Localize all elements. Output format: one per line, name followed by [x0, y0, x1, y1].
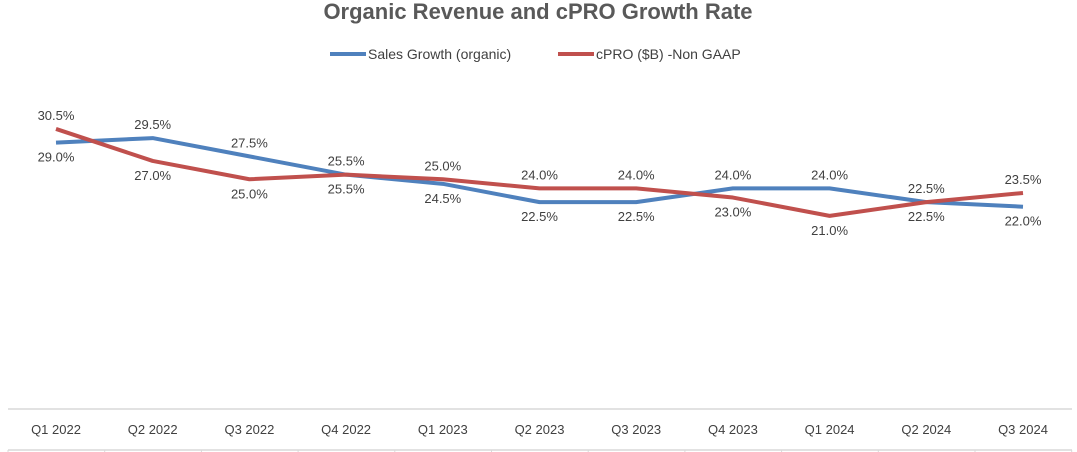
x-tick-label: Q3 2022	[224, 422, 274, 437]
x-tick-label: Q1 2024	[805, 422, 855, 437]
x-tick-label: Q3 2023	[611, 422, 661, 437]
data-label: 24.0%	[618, 167, 655, 182]
x-tick-label: Q3 2024	[998, 422, 1048, 437]
data-label: 23.0%	[714, 205, 751, 220]
chart-title: Organic Revenue and cPRO Growth Rate	[323, 0, 752, 24]
data-label: 22.5%	[908, 209, 945, 224]
data-label: 22.5%	[618, 209, 655, 224]
data-label: 29.0%	[38, 150, 75, 165]
x-tick-label: Q2 2024	[901, 422, 951, 437]
x-tick-label: Q2 2023	[515, 422, 565, 437]
data-label: 27.0%	[134, 168, 171, 183]
data-label: 30.5%	[38, 108, 75, 123]
data-label: 29.5%	[134, 117, 171, 132]
x-tick-label: Q4 2023	[708, 422, 758, 437]
legend-label-1: cPRO ($B) -Non GAAP	[596, 46, 741, 62]
data-label: 24.5%	[424, 191, 461, 206]
x-tick-label: Q2 2022	[128, 422, 178, 437]
x-tick-label: Q1 2023	[418, 422, 468, 437]
data-label: 24.0%	[521, 167, 558, 182]
data-label: 23.5%	[1005, 172, 1042, 187]
x-tick-label: Q4 2022	[321, 422, 371, 437]
data-label: 24.0%	[811, 167, 848, 182]
data-label: 25.5%	[328, 182, 365, 197]
data-label: 25.0%	[231, 186, 268, 201]
x-tick-label: Q1 2022	[31, 422, 81, 437]
data-label: 25.5%	[328, 154, 365, 169]
data-label: 24.0%	[714, 167, 751, 182]
data-label: 22.5%	[521, 209, 558, 224]
data-label: 25.0%	[424, 158, 461, 173]
data-label: 22.0%	[1005, 214, 1042, 229]
data-label: 21.0%	[811, 223, 848, 238]
legend-label-0: Sales Growth (organic)	[368, 46, 511, 62]
data-label: 22.5%	[908, 181, 945, 196]
data-label: 27.5%	[231, 135, 268, 150]
